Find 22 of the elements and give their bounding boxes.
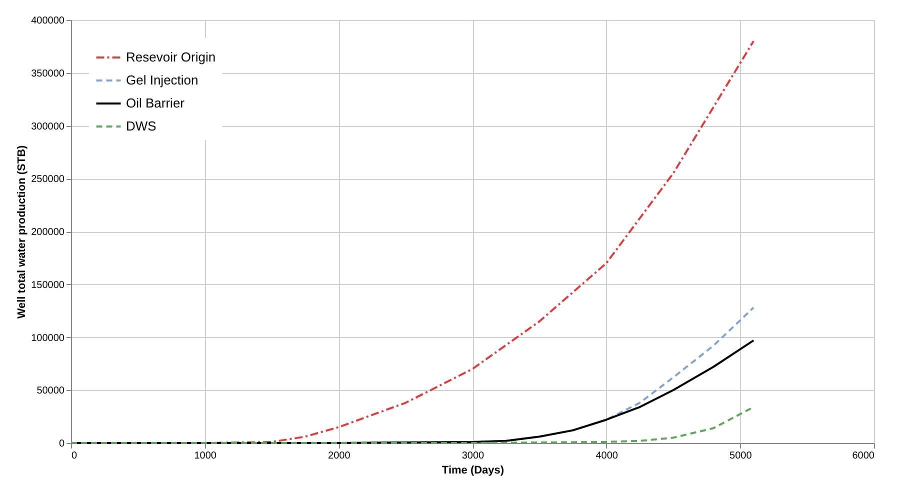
x-tick-label: 4000 [596, 450, 618, 462]
x-tick-label: 1000 [194, 450, 217, 462]
y-tick-label: 300000 [31, 121, 65, 132]
x-axis-title: Time (Days) [442, 464, 504, 476]
y-tick-label: 400000 [31, 16, 65, 26]
y-tick-label: 50000 [36, 386, 65, 397]
y-tick-label: 350000 [31, 68, 65, 80]
y-axis-title: Well total water production (STB) [16, 144, 28, 319]
y-tick-label: 250000 [31, 174, 65, 186]
legend-label: Resevoir Origin [126, 50, 216, 64]
y-tick-label: 200000 [31, 227, 65, 238]
x-tick-label: 0 [72, 450, 78, 462]
legend-label: Oil Barrier [126, 96, 186, 110]
y-tick-label: 100000 [31, 332, 65, 344]
x-tick-label: 6000 [852, 450, 875, 462]
legend-label: Gel Injection [126, 72, 198, 88]
x-tick-label: 5000 [730, 450, 752, 462]
x-tick-label: 3000 [462, 450, 485, 462]
y-tick-label: 0 [58, 438, 65, 450]
x-tick-label: 2000 [328, 450, 351, 462]
y-tick-label: 150000 [31, 280, 65, 291]
legend-label: DWS [126, 118, 157, 134]
